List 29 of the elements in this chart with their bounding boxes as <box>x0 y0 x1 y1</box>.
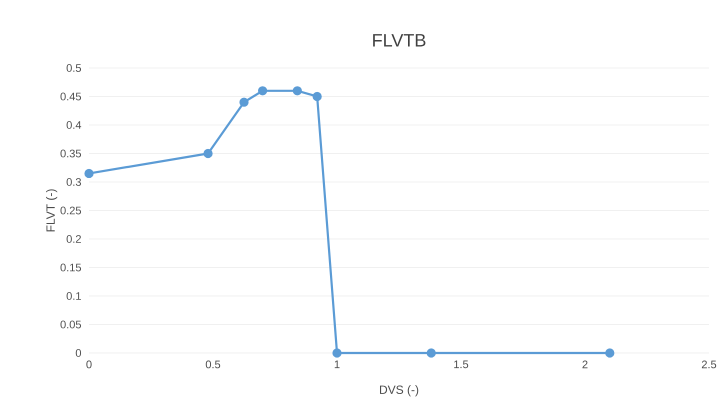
x-axis-title: DVS (-) <box>380 385 418 396</box>
x-tick-label: 1.5 <box>454 360 468 368</box>
y-tick-label: 0.45 <box>60 92 82 100</box>
chart-title: FLVTB <box>373 34 426 46</box>
y-axis-title: FLVT (-) <box>46 189 58 232</box>
point <box>203 148 213 158</box>
point <box>292 86 302 96</box>
y-tick-label: 0.4 <box>66 121 82 129</box>
y-tick-label: 0.35 <box>60 150 82 158</box>
y-tick-label: 0.1 <box>66 292 81 300</box>
x-tick-label: 1 <box>334 360 340 368</box>
x-tick-label: 0 <box>86 360 92 368</box>
point <box>426 348 436 358</box>
y-tick-label: 0.25 <box>60 206 82 214</box>
point <box>239 98 249 107</box>
y-tick-label: 0.5 <box>66 64 82 72</box>
x-tick-label: 2 <box>582 360 588 368</box>
point <box>332 348 342 358</box>
y-tick-label: 0 <box>76 349 82 357</box>
point <box>312 92 322 102</box>
point <box>605 348 614 358</box>
x-tick-label: 0.5 <box>206 360 220 368</box>
x-tick-label: 2.5 <box>702 360 716 368</box>
y-tick-label: 0.3 <box>66 178 81 186</box>
point <box>258 86 268 96</box>
y-tick-label: 0.2 <box>66 235 81 243</box>
point <box>84 168 94 178</box>
y-tick-label: 0.15 <box>60 264 82 272</box>
y-tick-label: 0.05 <box>60 320 82 328</box>
